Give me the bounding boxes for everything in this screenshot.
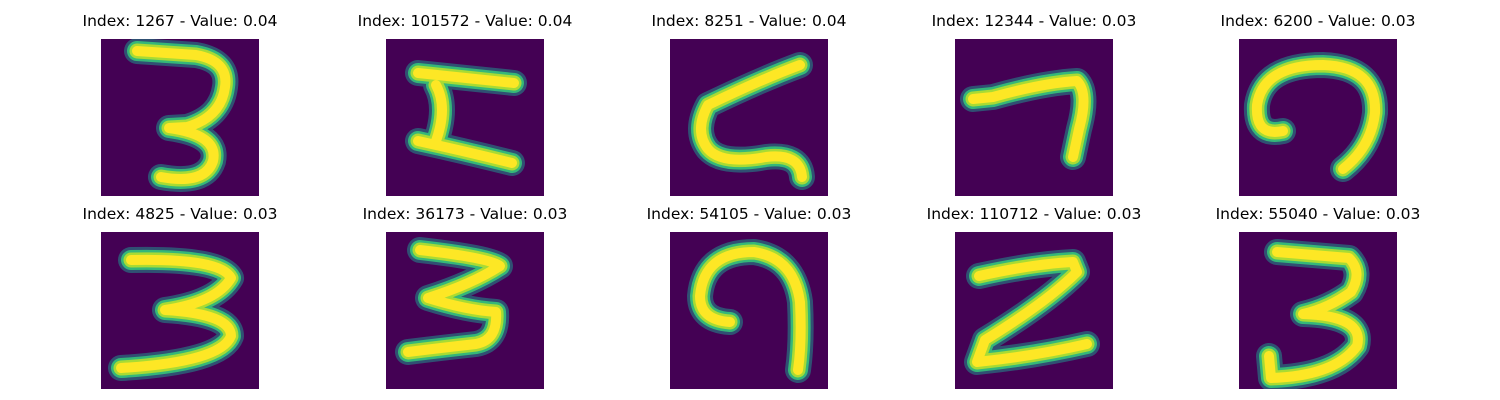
panel-title: Index: 101572 - Value: 0.04 bbox=[357, 12, 573, 30]
stroke-layer bbox=[1251, 60, 1381, 174]
panel-title: Index: 8251 - Value: 0.04 bbox=[651, 12, 847, 30]
digit-image bbox=[670, 232, 828, 389]
stroke-layer bbox=[972, 257, 1092, 367]
digit-image bbox=[670, 39, 828, 196]
panel-title: Index: 36173 - Value: 0.03 bbox=[362, 205, 568, 223]
digit-panel-7: Index: 36173 - Value: 0.03 bbox=[330, 204, 600, 389]
stroke-layer bbox=[968, 76, 1089, 162]
digit-image bbox=[1239, 232, 1397, 389]
handwritten-stroke bbox=[108, 246, 244, 381]
handwritten-stroke bbox=[687, 239, 814, 383]
handwritten-stroke bbox=[124, 39, 239, 192]
digit-image bbox=[955, 39, 1113, 196]
digit-panel-10: Index: 55040 - Value: 0.03 bbox=[1183, 204, 1453, 389]
handwritten-stroke bbox=[1256, 239, 1371, 389]
digit-image bbox=[386, 39, 544, 196]
digit-panel-1: Index: 1267 - Value: 0.04 bbox=[45, 11, 315, 196]
handwritten-stroke bbox=[405, 60, 527, 176]
panel-title: Index: 6200 - Value: 0.03 bbox=[1220, 12, 1416, 30]
panel-title: Index: 1267 - Value: 0.04 bbox=[82, 12, 278, 30]
handwritten-stroke bbox=[688, 52, 815, 190]
digit-panel-9: Index: 110712 - Value: 0.03 bbox=[899, 204, 1169, 389]
digit-panel-3: Index: 8251 - Value: 0.04 bbox=[614, 11, 884, 196]
stroke-layer bbox=[116, 254, 236, 373]
digit-panel-2: Index: 101572 - Value: 0.04 bbox=[330, 11, 600, 196]
digit-image bbox=[101, 39, 259, 196]
panel-title: Index: 4825 - Value: 0.03 bbox=[82, 205, 278, 223]
panel-title: Index: 12344 - Value: 0.03 bbox=[931, 12, 1137, 30]
digit-image bbox=[955, 232, 1113, 389]
panel-title: Index: 110712 - Value: 0.03 bbox=[926, 205, 1142, 223]
panel-title: Index: 54105 - Value: 0.03 bbox=[646, 205, 852, 223]
digit-panel-6: Index: 4825 - Value: 0.03 bbox=[45, 204, 315, 389]
handwritten-stroke bbox=[1243, 52, 1389, 182]
stroke-layer bbox=[696, 60, 807, 182]
digit-panel-5: Index: 6200 - Value: 0.03 bbox=[1183, 11, 1453, 196]
stroke-layer bbox=[695, 247, 806, 375]
stroke-layer bbox=[1264, 247, 1363, 383]
digit-panel-8: Index: 54105 - Value: 0.03 bbox=[614, 204, 884, 389]
panel-title: Index: 55040 - Value: 0.03 bbox=[1215, 205, 1421, 223]
stroke-layer bbox=[413, 68, 519, 168]
digit-image bbox=[386, 232, 544, 389]
digit-image bbox=[1239, 39, 1397, 196]
digit-panel-4: Index: 12344 - Value: 0.03 bbox=[899, 11, 1169, 196]
handwritten-stroke bbox=[960, 68, 1097, 170]
stroke-layer bbox=[403, 245, 505, 357]
stroke-layer bbox=[132, 46, 231, 184]
handwritten-stroke bbox=[964, 249, 1100, 375]
digit-image bbox=[101, 232, 259, 389]
handwritten-stroke bbox=[395, 237, 513, 365]
